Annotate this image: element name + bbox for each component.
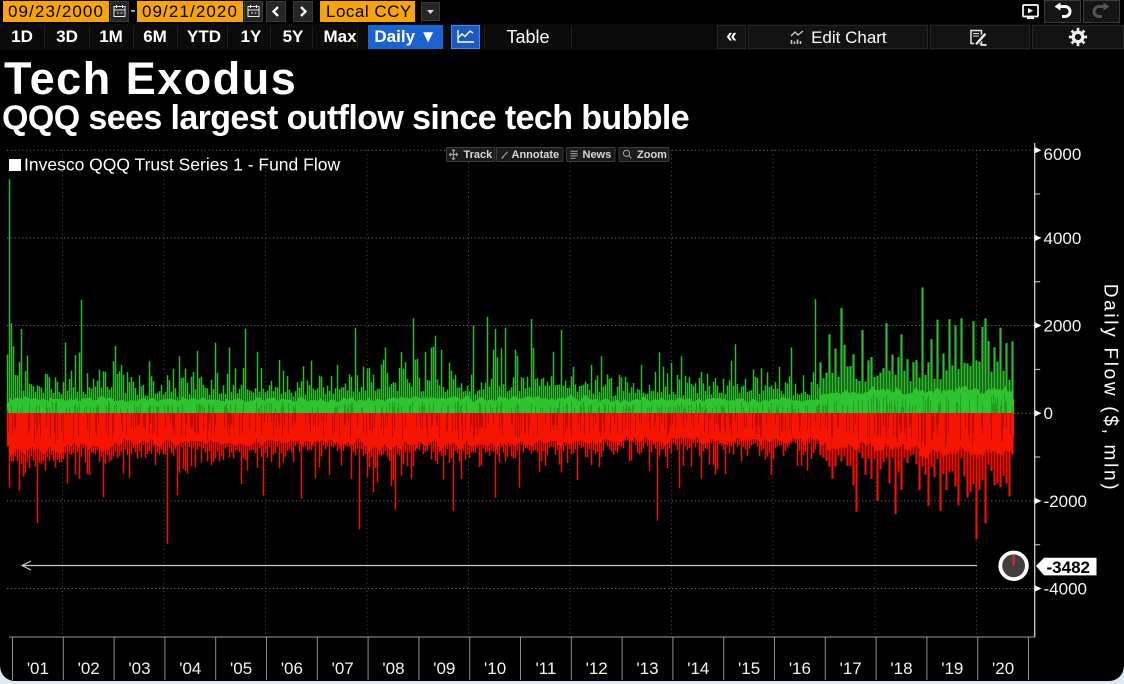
svg-text:'08: '08 [382, 659, 404, 678]
svg-text:'03: '03 [128, 659, 150, 678]
svg-text:Daily Flow ($, mln): Daily Flow ($, mln) [1100, 284, 1121, 493]
svg-text:2000: 2000 [1044, 317, 1082, 336]
svg-text:'17: '17 [840, 659, 862, 678]
svg-text:'07: '07 [332, 659, 354, 678]
svg-text:'14: '14 [687, 659, 709, 678]
svg-text:'05: '05 [230, 659, 252, 678]
svg-text:'04: '04 [179, 659, 201, 678]
svg-text:-4000: -4000 [1044, 580, 1087, 599]
svg-text:'20: '20 [992, 659, 1014, 678]
svg-text:Annotate: Annotate [512, 149, 560, 161]
svg-text:-2000: -2000 [1044, 492, 1087, 511]
svg-text:'10: '10 [484, 659, 506, 678]
svg-text:6000: 6000 [1044, 145, 1082, 164]
svg-text:Invesco QQQ Trust Series 1 - F: Invesco QQQ Trust Series 1 - Fund Flow [24, 155, 340, 175]
svg-text:'11: '11 [535, 659, 556, 678]
svg-text:'19: '19 [941, 659, 963, 678]
svg-text:'02: '02 [78, 659, 100, 678]
svg-text:News: News [583, 149, 612, 161]
svg-text:Zoom: Zoom [637, 149, 667, 161]
svg-text:'13: '13 [636, 659, 658, 678]
svg-text:'16: '16 [789, 659, 811, 678]
svg-text:'01: '01 [27, 659, 49, 678]
svg-text:'06: '06 [281, 659, 303, 678]
svg-text:'12: '12 [586, 659, 608, 678]
svg-text:'18: '18 [890, 659, 912, 678]
svg-text:Track: Track [464, 149, 494, 161]
svg-text:'15: '15 [738, 659, 760, 678]
svg-text:-3482: -3482 [1047, 558, 1090, 577]
svg-text:4000: 4000 [1044, 229, 1082, 248]
svg-text:'09: '09 [433, 659, 455, 678]
svg-text:0: 0 [1044, 404, 1053, 423]
